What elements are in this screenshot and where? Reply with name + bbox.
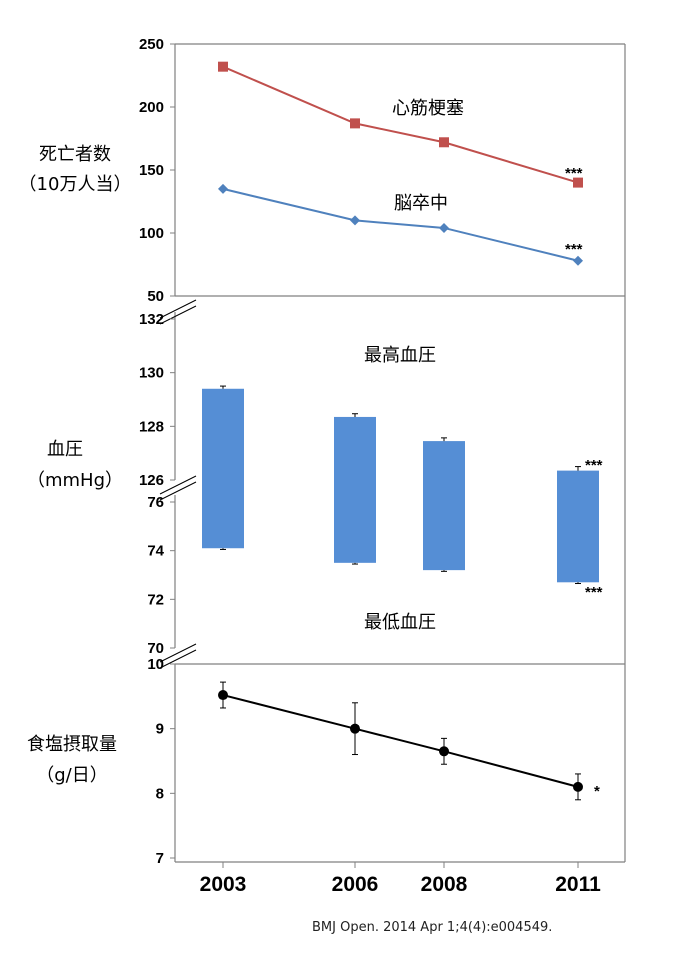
label-systolic: 最高血圧 — [364, 345, 436, 366]
ylabel-bp-line1: 血圧 — [47, 439, 83, 460]
source-citation: BMJ Open. 2014 Apr 1;4(4):e004549. — [312, 920, 552, 935]
sig-mi: *** — [565, 165, 583, 182]
x-tick-2008: 2008 — [421, 873, 468, 896]
salt-tick-8: 8 — [156, 785, 164, 802]
x-tick-2003: 2003 — [200, 873, 247, 896]
ylabel-salt-line1: 食塩摂取量 — [27, 734, 117, 755]
ylabel-deaths-line1: 死亡者数 — [39, 144, 111, 165]
salt-point-2008 — [439, 746, 449, 757]
deaths-tick-200: 200 — [139, 99, 164, 116]
salt-series-line — [222, 694, 579, 788]
deaths-tick-50: 50 — [147, 288, 164, 305]
sig-stroke: *** — [565, 241, 583, 258]
deaths-point-0-2006 — [350, 118, 360, 129]
deaths-point-0-2011 — [573, 177, 583, 188]
ylabel-bp-line2: （mmHg） — [27, 470, 123, 491]
diastolic-tick-76: 76 — [147, 494, 164, 511]
salt-tick-9: 9 — [156, 721, 164, 738]
sig-diastolic: *** — [585, 584, 603, 601]
x-tick-2006: 2006 — [332, 873, 379, 896]
bp-bar-2008 — [423, 441, 465, 571]
ylabel-salt-line2: （g/日） — [36, 765, 108, 786]
series-label-mi: 心筋梗塞 — [392, 98, 464, 119]
deaths-tick-150: 150 — [139, 162, 164, 179]
deaths-point-1-2006 — [350, 215, 360, 226]
deaths-point-1-2011 — [573, 255, 583, 266]
deaths-series-line-1 — [222, 187, 579, 262]
label-diastolic: 最低血圧 — [364, 612, 436, 633]
deaths-point-1-2008 — [439, 222, 449, 233]
tick-group: 5010015020025012612813013270727476789102… — [139, 36, 601, 896]
axis-break-3 — [159, 643, 197, 669]
deaths-series-line-0 — [222, 65, 579, 184]
systolic-tick-126: 126 — [139, 472, 164, 489]
bp-bar-2006 — [334, 416, 376, 563]
x-tick-2011: 2011 — [555, 873, 601, 896]
salt-tick-10: 10 — [147, 656, 164, 673]
systolic-tick-128: 128 — [139, 418, 164, 435]
salt-tick-7: 7 — [156, 850, 164, 867]
sig-salt: * — [594, 783, 600, 800]
deaths-tick-250: 250 — [139, 36, 164, 53]
deaths-tick-100: 100 — [139, 225, 164, 242]
axis-break-1 — [159, 299, 197, 325]
deaths-point-0-2003 — [218, 61, 228, 72]
diastolic-tick-70: 70 — [147, 640, 164, 657]
systolic-tick-132: 132 — [139, 311, 164, 328]
salt-point-2006 — [350, 723, 360, 734]
deaths-point-1-2003 — [218, 183, 228, 194]
bp-bar-2011 — [557, 470, 599, 583]
salt-point-2011 — [573, 781, 583, 792]
salt-point-2003 — [218, 690, 228, 701]
ylabel-deaths-line2: （10万人当） — [19, 174, 132, 195]
bp-bar-2003 — [202, 388, 244, 549]
diastolic-tick-74: 74 — [147, 543, 164, 560]
systolic-tick-130: 130 — [139, 365, 164, 382]
deaths-point-0-2008 — [439, 137, 449, 148]
axis-break-2 — [159, 475, 197, 501]
sig-systolic: *** — [585, 457, 603, 474]
mark-group — [202, 61, 599, 801]
diastolic-tick-72: 72 — [147, 591, 164, 608]
series-label-stroke: 脳卒中 — [394, 193, 448, 214]
